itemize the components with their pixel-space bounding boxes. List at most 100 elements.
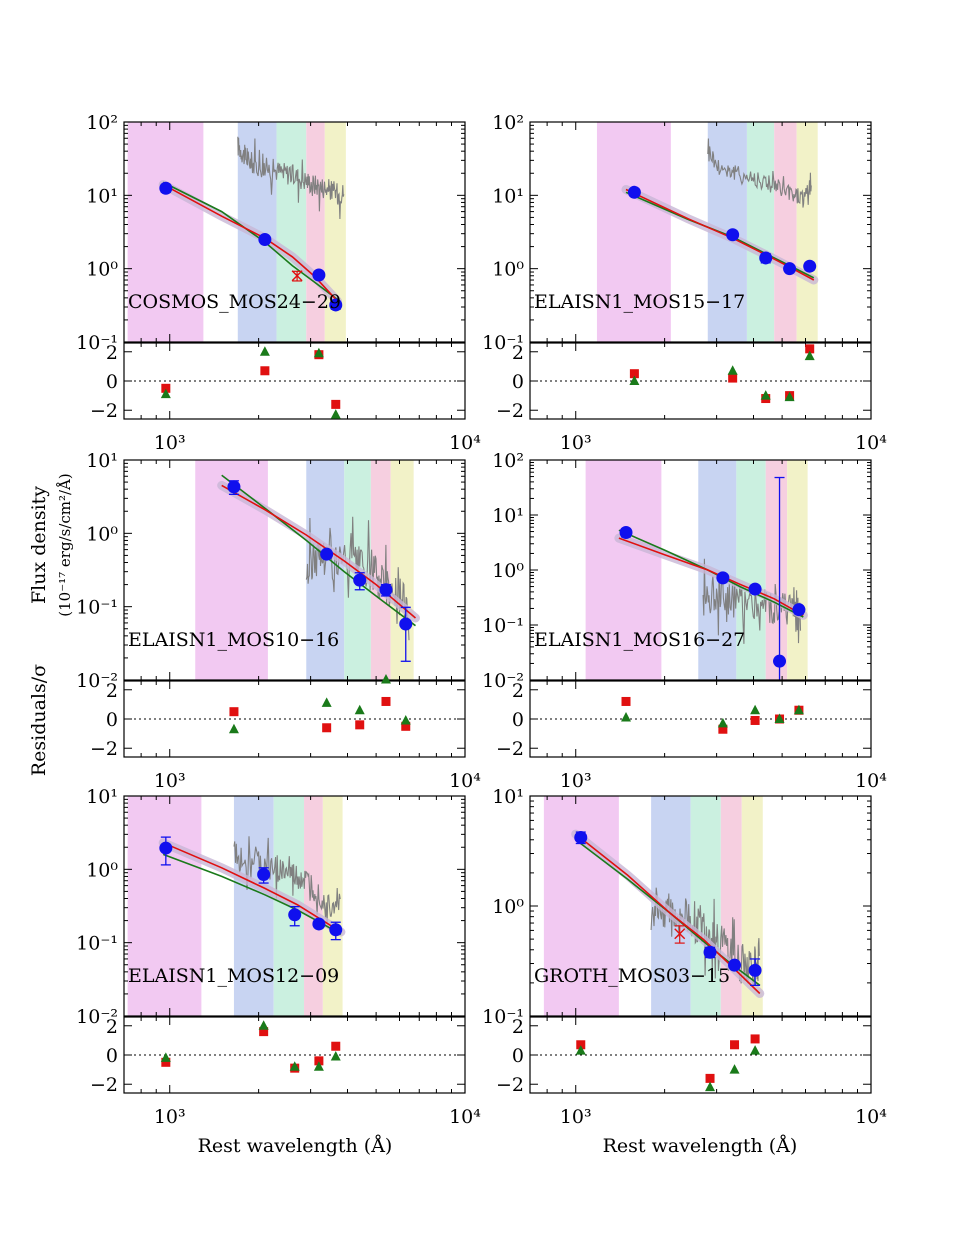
data-point <box>258 232 272 246</box>
data-marker <box>227 480 241 494</box>
panel-2: 10² 10¹ 10⁰ 10⁻¹ 10³ 10⁴ 2 0 −2 ELAISN1_MOS15−17 <box>482 112 887 454</box>
spectrum-line <box>707 138 812 208</box>
data-point <box>288 905 302 927</box>
data-marker <box>258 232 272 246</box>
data-marker <box>803 259 817 273</box>
residual-marker-red <box>161 383 171 393</box>
resid-tick-label: 2 <box>106 680 118 702</box>
residual-marker-green <box>804 350 815 361</box>
model-line-red <box>162 842 342 933</box>
data-marker <box>716 571 730 585</box>
residual-marker-green <box>729 1064 740 1074</box>
resid-tick-label: 2 <box>512 680 524 702</box>
residual-marker-red <box>750 715 760 725</box>
y-tick-label: 10⁻² <box>482 670 524 692</box>
plot-area <box>585 460 808 680</box>
filter-band <box>787 460 808 680</box>
residual-marker-red <box>805 344 815 354</box>
filter-band <box>370 460 391 680</box>
filter-band <box>596 122 671 342</box>
y-tick-label: 10⁻¹ <box>76 597 118 619</box>
filter-band-resid <box>344 681 371 757</box>
x-tick-label: 10³ <box>154 1106 186 1128</box>
x-tick-label: 10³ <box>560 1106 592 1128</box>
filter-band <box>585 460 662 680</box>
residual-marker-green <box>621 712 632 722</box>
data-point <box>619 526 633 540</box>
model-line-green <box>162 853 342 935</box>
xlabel-right: Rest wavelength (Å) <box>603 1135 798 1157</box>
resid-tick-label: 0 <box>106 371 118 393</box>
data-marker <box>257 868 271 882</box>
upper-limit-x <box>674 928 686 940</box>
residual-marker-green <box>717 717 728 728</box>
data-marker <box>379 583 393 597</box>
filter-band <box>127 122 204 342</box>
x-tick-label: 10⁴ <box>855 432 887 454</box>
upper-limit-marker <box>291 270 303 282</box>
ylabel-residuals: Residuals/σ <box>28 664 50 776</box>
resid-tick-label: 2 <box>106 1016 118 1038</box>
data-point <box>329 298 343 312</box>
data-marker <box>399 617 413 631</box>
y-tick-label: 10⁰ <box>86 523 118 545</box>
residual-marker-green <box>727 365 738 375</box>
plot-area <box>543 796 765 1016</box>
panel-label: ELAISN1_MOS16−27 <box>534 629 745 651</box>
residual-marker-red <box>229 707 239 717</box>
residual-marker-green <box>313 347 324 358</box>
y-tick-label: 10⁻¹ <box>482 332 524 354</box>
data-point <box>728 958 742 972</box>
residual-marker-green <box>321 697 332 707</box>
residual-marker-green <box>289 1061 300 1071</box>
residual-marker-green <box>258 1020 269 1030</box>
ylabel-flux-units: (10⁻¹⁷ erg/s/cm²/Å) <box>56 473 74 616</box>
residual-marker-red <box>314 1056 324 1066</box>
plot-area <box>127 796 346 1016</box>
panel-label: GROTH_MOS03−15 <box>534 965 730 987</box>
filter-band <box>276 122 307 342</box>
spectrum-line <box>233 836 341 925</box>
main-frame <box>123 121 466 343</box>
data-point <box>312 268 326 282</box>
x-tick-label: 10³ <box>154 432 186 454</box>
spectrum-line <box>237 136 345 220</box>
residual-marker-green <box>784 391 795 402</box>
x-tick-label: 10⁴ <box>449 1106 481 1128</box>
data-point <box>574 830 588 845</box>
data-marker <box>312 917 326 931</box>
upper-limit-marker <box>674 925 686 944</box>
data-point <box>726 228 740 242</box>
y-tick-label: 10¹ <box>86 185 118 207</box>
y-tick-label: 10⁻¹ <box>76 332 118 354</box>
residual-marker-red <box>629 369 639 379</box>
data-marker <box>329 923 343 937</box>
filter-band <box>690 796 721 1016</box>
data-marker <box>353 573 367 587</box>
residual-marker-green <box>793 704 804 715</box>
resid-tick-label: 0 <box>106 1045 118 1067</box>
residual-marker-red <box>750 1034 760 1044</box>
filter-band-resid <box>797 343 818 419</box>
filter-band <box>390 460 414 680</box>
residual-marker-red <box>161 1057 171 1067</box>
data-point <box>792 603 806 617</box>
y-tick-label: 10⁰ <box>86 859 118 881</box>
data-point <box>257 867 271 884</box>
filter-band <box>127 796 202 1016</box>
panel-1: 10² 10¹ 10⁰ 10⁻¹ 10³ 10⁴ 2 0 −2 COSMOS_MOS24−29 <box>76 112 481 454</box>
panels: 10² 10¹ 10⁰ 10⁻¹ 10³ 10⁴ 2 0 −2 COSMOS_MOS24−29 10… <box>76 112 887 1128</box>
data-point <box>159 181 173 195</box>
panel-label: COSMOS_MOS24−29 <box>128 291 341 313</box>
resid-tick-label: −2 <box>496 400 524 422</box>
filter-band <box>736 460 766 680</box>
resid-tick-label: 2 <box>512 342 524 364</box>
filter-band <box>796 122 818 342</box>
data-marker <box>312 268 326 282</box>
resid-tick-label: 2 <box>106 342 118 364</box>
plot-area <box>127 122 346 342</box>
x-tick-label: 10⁴ <box>855 1106 887 1128</box>
data-marker <box>703 945 717 959</box>
upper-limit-x <box>291 270 303 282</box>
y-tick-label: 10² <box>86 112 118 134</box>
